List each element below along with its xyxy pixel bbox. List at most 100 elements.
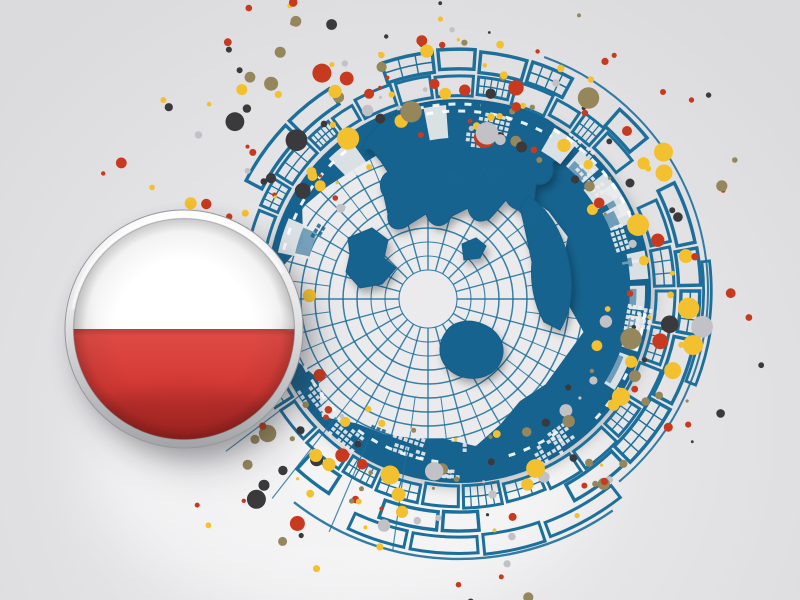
mosaic-tile bbox=[613, 224, 619, 230]
confetti-dot bbox=[431, 486, 435, 490]
outer-thin-arc bbox=[543, 56, 709, 483]
globe-continents bbox=[345, 99, 572, 379]
confetti-dot bbox=[583, 159, 593, 170]
confetti-dot bbox=[521, 427, 532, 437]
mosaic-tile bbox=[534, 452, 540, 458]
mosaic-tile bbox=[397, 435, 403, 441]
mosaic-tile bbox=[320, 226, 326, 232]
ring-cell bbox=[477, 50, 530, 83]
graticule-ray bbox=[465, 390, 490, 447]
ring-cell-subline bbox=[469, 485, 472, 508]
confetti-dot bbox=[669, 207, 676, 214]
mosaic-tile bbox=[621, 234, 627, 239]
mosaic-tile bbox=[569, 434, 576, 441]
badge-vignette bbox=[73, 218, 295, 440]
confetti-dot bbox=[638, 255, 649, 266]
confetti-dot bbox=[298, 532, 304, 539]
mosaic-tile bbox=[313, 228, 319, 234]
mosaic-tile bbox=[349, 447, 355, 454]
mosaic-cluster bbox=[392, 442, 426, 461]
ring-cell-subline bbox=[476, 484, 480, 508]
confetti-dot bbox=[620, 328, 642, 350]
confetti-dot bbox=[245, 4, 253, 12]
confetti-dot bbox=[641, 397, 650, 406]
mosaic-tile bbox=[590, 168, 596, 174]
confetti-dot bbox=[541, 418, 551, 427]
confetti-dot bbox=[593, 197, 605, 209]
ring-cell-subline bbox=[543, 69, 554, 90]
confetti-dot bbox=[420, 44, 434, 58]
confetti-dot bbox=[365, 406, 372, 413]
ring-cell-subline bbox=[646, 350, 664, 357]
confetti-dot bbox=[242, 104, 252, 113]
ring-cell-subline bbox=[643, 408, 664, 422]
ring-cell-subline bbox=[622, 436, 640, 454]
confetti-dot bbox=[487, 31, 491, 34]
confetti-dot bbox=[335, 181, 339, 185]
confetti-dot bbox=[629, 370, 641, 382]
confetti-dot bbox=[581, 109, 589, 117]
mosaic-tile bbox=[470, 143, 476, 148]
confetti-dot bbox=[622, 126, 632, 136]
confetti-dot bbox=[716, 180, 728, 192]
ring-cell bbox=[420, 481, 460, 509]
mosaic-tile bbox=[562, 433, 568, 440]
confetti-dot bbox=[184, 197, 197, 210]
confetti-dot bbox=[521, 478, 534, 491]
confetti-dot bbox=[359, 486, 364, 492]
confetti-dot bbox=[526, 459, 545, 478]
confetti-dot bbox=[324, 406, 333, 414]
confetti-dot bbox=[416, 35, 428, 46]
ring-cell bbox=[673, 246, 703, 288]
ring-cell bbox=[461, 479, 505, 510]
mosaic-tile bbox=[315, 387, 322, 393]
confetti-dot bbox=[628, 239, 637, 248]
confetti-dot bbox=[244, 167, 251, 174]
mosaic-tile bbox=[403, 437, 409, 443]
flag-badge-poland bbox=[64, 209, 320, 471]
dissolve-cell-sub bbox=[621, 257, 633, 268]
mosaic-tile bbox=[413, 441, 419, 446]
confetti-dot bbox=[206, 101, 212, 107]
ring-cell bbox=[340, 453, 382, 489]
mosaic-tile bbox=[582, 175, 588, 181]
mosaic-tile bbox=[605, 190, 612, 197]
continent-island bbox=[461, 237, 487, 261]
confetti-dot bbox=[376, 543, 384, 551]
mosaic-tile bbox=[339, 433, 345, 439]
mosaic-tile bbox=[401, 425, 407, 431]
confetti-dot bbox=[318, 174, 323, 178]
mosaic-cluster bbox=[551, 234, 566, 253]
confetti-dot bbox=[557, 138, 571, 153]
confetti-dot bbox=[562, 415, 575, 428]
confetti-dot bbox=[584, 181, 595, 192]
mosaic-tile bbox=[415, 449, 421, 455]
mosaic-tile bbox=[316, 223, 322, 229]
ring-cell-subline bbox=[319, 127, 332, 141]
graticule-ray bbox=[275, 256, 401, 293]
ring-cell-subline bbox=[406, 482, 412, 501]
mosaic-tile bbox=[627, 303, 632, 309]
mosaic-tile bbox=[457, 437, 462, 442]
confetti-dot bbox=[225, 46, 232, 53]
confetti-dot bbox=[326, 19, 337, 30]
confetti-dot bbox=[336, 203, 346, 213]
confetti-dot bbox=[294, 183, 311, 199]
confetti-dot bbox=[246, 489, 266, 509]
mosaic-tile bbox=[522, 212, 529, 219]
mosaic-tile bbox=[318, 399, 324, 405]
mosaic-tile bbox=[457, 178, 463, 184]
confetti-dot bbox=[290, 20, 295, 26]
mosaic-tile bbox=[451, 432, 456, 437]
confetti-dot bbox=[655, 391, 663, 400]
mosaic-tile bbox=[327, 430, 333, 436]
confetti-dot bbox=[467, 118, 473, 124]
graticule-ray bbox=[455, 305, 583, 342]
continent-europe bbox=[345, 227, 397, 289]
confetti-dot bbox=[439, 87, 452, 100]
mosaic-tile bbox=[590, 176, 596, 182]
ring-cell-subline bbox=[629, 427, 649, 443]
confetti-dot bbox=[101, 171, 106, 176]
confetti-dot bbox=[482, 480, 486, 484]
confetti-dot bbox=[503, 560, 511, 568]
